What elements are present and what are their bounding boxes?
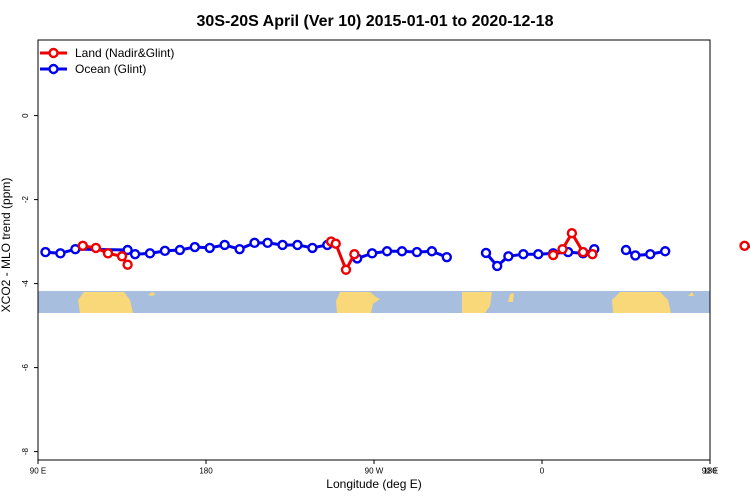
legend: Land (Nadir&Glint) Ocean (Glint)	[40, 46, 174, 76]
y-tick-label: -8	[21, 447, 30, 455]
data-point-land	[122, 259, 133, 270]
data-point-land	[566, 227, 578, 239]
data-point-land	[116, 251, 128, 262]
legend-label-land: Land (Nadir&Glint)	[75, 46, 174, 60]
data-point-ocean	[441, 251, 452, 263]
data-point-ocean	[660, 246, 671, 257]
x-axis-label: Longitude (deg E)	[326, 477, 421, 491]
legend-label-ocean: Ocean (Glint)	[75, 62, 146, 76]
x-tick-label: 90 W	[365, 467, 384, 476]
data-point-ocean	[122, 244, 133, 256]
data-point-ocean	[40, 246, 51, 258]
data-point-land	[548, 249, 559, 261]
data-point-ocean	[144, 248, 156, 259]
map-land-shape	[78, 292, 133, 313]
data-point-ocean	[480, 247, 492, 259]
y-tick-label: -4	[21, 279, 30, 287]
data-point-ocean	[381, 246, 393, 257]
data-point-ocean	[204, 242, 215, 254]
data-point-ocean	[533, 248, 544, 260]
data-point-ocean	[396, 246, 408, 257]
data-point-land	[577, 246, 589, 258]
data-point-land	[77, 240, 89, 252]
map-land-shape	[336, 292, 380, 313]
data-point-ocean	[174, 244, 186, 256]
data-point-ocean	[518, 248, 529, 260]
data-point-ocean	[129, 248, 141, 260]
data-point-ocean	[426, 246, 438, 257]
data-point-ocean	[366, 248, 378, 259]
data-point-land	[557, 243, 568, 255]
x-tick-label: 180	[199, 467, 213, 476]
data-point-ocean	[620, 244, 632, 256]
data-point-ocean	[249, 237, 260, 249]
continent-map-strip	[38, 291, 710, 313]
data-point-ocean	[411, 246, 423, 258]
data-point-land	[102, 248, 114, 259]
x-tick-label: 90 E	[30, 467, 46, 476]
map-land-shape	[688, 292, 694, 296]
data-point-ocean	[219, 239, 230, 251]
data-point-land	[340, 264, 352, 275]
x-tick-label: 90 E	[702, 467, 718, 476]
series-line-ocean	[625, 248, 666, 257]
data-point-ocean	[277, 239, 288, 251]
data-point-ocean	[307, 242, 318, 254]
y-tick-label: -6	[21, 363, 30, 371]
data-point-ocean	[645, 248, 656, 260]
data-point-ocean	[159, 245, 171, 257]
series-land	[77, 227, 750, 275]
map-land-shape	[148, 292, 156, 296]
data-point-land	[349, 248, 360, 260]
legend-marker-ocean	[48, 63, 59, 75]
data-point-ocean	[189, 241, 201, 253]
data-point-ocean	[492, 260, 503, 272]
data-point-ocean	[292, 239, 303, 251]
data-point-ocean	[503, 251, 514, 262]
y-tick-label: -2	[21, 195, 30, 203]
y-tick-label: 0	[21, 113, 30, 118]
data-point-ocean	[262, 237, 273, 249]
chart-title: 30S-20S April (Ver 10) 2015-01-01 to 202…	[197, 13, 554, 30]
data-point-land	[587, 248, 598, 260]
map-land-shape	[612, 292, 671, 313]
legend-marker-land	[48, 47, 59, 59]
y-axis: 0 -2 -4 -6 -8	[21, 113, 38, 455]
x-tick-label: 180	[703, 467, 717, 476]
series-layer	[40, 227, 750, 275]
map-land-shape	[508, 293, 514, 302]
data-point-land	[330, 238, 341, 249]
y-axis-label: XCO2 - MLO trend (ppm)	[0, 178, 13, 313]
x-tick-label: 0	[540, 467, 545, 476]
map-land-shape	[462, 292, 492, 313]
data-point-ocean	[234, 243, 245, 255]
data-point-ocean	[55, 248, 66, 259]
data-point-land	[739, 240, 750, 252]
data-point-land	[90, 242, 102, 254]
data-point-ocean	[630, 250, 641, 261]
